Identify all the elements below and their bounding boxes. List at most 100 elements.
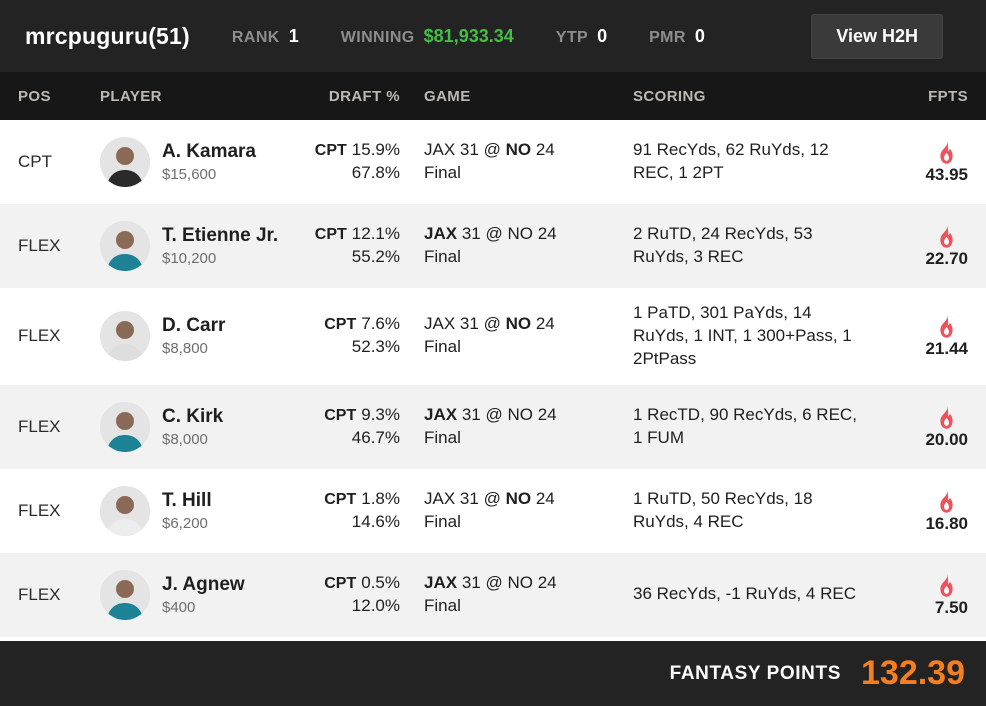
draft-pct: CPT 12.1% 55.2%: [290, 223, 400, 269]
at-symbol: @: [485, 404, 503, 424]
scoring-summary: 1 PaTD, 301 PaYds, 14 RuYds, 1 INT, 1 30…: [633, 303, 852, 368]
draft-pct-line2: 52.3%: [351, 337, 400, 357]
draft-pct-value: 7.6%: [361, 314, 400, 334]
position-label: FLEX: [18, 584, 61, 604]
draft-pct-line1: CPT 7.6%: [290, 313, 400, 336]
column-header-game: GAME: [424, 87, 471, 105]
game-score-line: JAX 31 @ NO 24: [424, 223, 623, 246]
player-row[interactable]: FLEX T. Etienne Jr. $10,200 CPT 12.1% 55.…: [0, 204, 986, 288]
game-away-score: 31: [461, 572, 481, 592]
player-silhouette-icon: [100, 401, 150, 452]
cpt-badge: CPT: [324, 574, 357, 592]
game-home-score: 24: [535, 314, 555, 334]
column-header-player: PLAYER: [100, 87, 162, 105]
player-salary: $10,200: [162, 249, 217, 267]
player-row[interactable]: FLEX J. Agnew $400 CPT 0.5% 12.0% JAX 31 …: [0, 552, 986, 637]
column-header-pos: POS: [18, 87, 51, 105]
player-info: A. Kamara $15,600: [162, 141, 290, 183]
flame-icon: [940, 488, 953, 513]
game-score-line: JAX 31 @ NO 24: [424, 404, 623, 427]
game-home-score: 24: [537, 404, 557, 424]
stat-value: 0: [694, 25, 705, 46]
game-status: Final: [424, 247, 461, 266]
stat-label: RANK: [231, 28, 280, 46]
player-info: C. Kirk $8,000: [162, 406, 290, 448]
draft-pct-line2: 55.2%: [351, 247, 400, 266]
contest-header: mrcpuguru(51) RANK 1 WINNING $81,933.34 …: [0, 0, 986, 72]
game-home-score: 24: [535, 488, 555, 508]
position-label: FLEX: [18, 326, 61, 346]
stat-item: PMR 0: [649, 26, 705, 47]
at-symbol: @: [483, 314, 501, 334]
fpts-value: 7.50: [934, 597, 968, 617]
at-symbol: @: [483, 488, 501, 508]
stat-item: RANK 1: [232, 26, 299, 47]
game-home-team: NO: [505, 140, 532, 160]
player-salary: $15,600: [162, 165, 217, 183]
draft-pct: CPT 9.3% 46.7%: [290, 404, 400, 450]
fpts-value: 20.00: [925, 429, 968, 449]
fpts-cell: 16.80: [880, 488, 968, 534]
fpts-value: 43.95: [925, 165, 968, 184]
player-row[interactable]: CPT A. Kamara $15,600 CPT 15.9% 67.8% JAX…: [0, 120, 986, 204]
column-header-fpts: FPTS: [928, 87, 968, 105]
player-salary: $8,800: [162, 340, 208, 358]
cpt-badge: CPT: [324, 406, 357, 424]
draft-pct: CPT 7.6% 52.3%: [290, 313, 400, 359]
game-info: JAX 31 @ NO 24 Final: [424, 313, 633, 359]
view-h2h-button[interactable]: View H2H: [811, 13, 943, 59]
player-silhouette-icon: [100, 221, 150, 271]
game-away-team: JAX: [424, 314, 456, 334]
game-score-line: JAX 31 @ NO 24: [424, 488, 623, 511]
player-name: A. Kamara: [162, 141, 256, 163]
player-salary: $400: [162, 598, 196, 616]
fantasy-points-label: FANTASY POINTS: [669, 662, 841, 684]
game-away-team: JAX: [424, 404, 458, 424]
draft-pct-value: 15.9%: [351, 140, 400, 160]
player-name: C. Kirk: [162, 405, 224, 427]
lineup-table-body: CPT A. Kamara $15,600 CPT 15.9% 67.8% JAX…: [0, 120, 986, 637]
scoring-summary: 91 RecYds, 62 RuYds, 12 REC, 1 2PT: [633, 140, 829, 182]
game-home-team: NO: [507, 572, 533, 592]
draft-pct-value: 9.3%: [361, 404, 400, 424]
game-away-team: JAX: [424, 488, 456, 508]
position-label: CPT: [18, 152, 52, 171]
fpts-cell: 22.70: [880, 223, 968, 269]
at-symbol: @: [485, 572, 503, 592]
fpts-cell: 20.00: [880, 404, 968, 450]
player-avatar: [100, 137, 150, 187]
game-away-score: 31: [459, 314, 479, 334]
game-home-team: NO: [505, 314, 532, 334]
fantasy-points-footer: FANTASY POINTS 132.39: [0, 641, 986, 706]
scoring-summary: 1 RuTD, 50 RecYds, 18 RuYds, 4 REC: [633, 488, 813, 531]
draft-pct-line1: CPT 15.9%: [290, 139, 400, 162]
fantasy-points-value: 132.39: [861, 654, 965, 692]
player-info: T. Etienne Jr. $10,200: [162, 225, 290, 267]
player-silhouette-icon: [100, 137, 150, 187]
game-status: Final: [424, 511, 461, 531]
player-salary: $8,000: [162, 430, 208, 448]
at-symbol: @: [485, 224, 503, 244]
game-home-score: 24: [537, 224, 557, 244]
header-stats: RANK 1 WINNING $81,933.34 YTP 0 PMR 0: [232, 26, 705, 47]
game-score-line: JAX 31 @ NO 24: [424, 572, 623, 595]
game-info: JAX 31 @ NO 24 Final: [424, 404, 633, 450]
player-row[interactable]: FLEX D. Carr $8,800 CPT 7.6% 52.3% JAX 31…: [0, 288, 986, 385]
game-home-team: NO: [507, 404, 533, 424]
stat-value: 0: [597, 25, 608, 46]
game-status: Final: [424, 427, 461, 447]
player-avatar: [100, 569, 150, 620]
fpts-value: 16.80: [925, 513, 968, 533]
game-status: Final: [424, 595, 461, 615]
player-info: D. Carr $8,800: [162, 315, 290, 357]
flame-icon: [940, 223, 953, 248]
player-salary: $6,200: [162, 514, 208, 532]
game-home-team: NO: [507, 224, 533, 244]
game-info: JAX 31 @ NO 24 Final: [424, 139, 633, 185]
table-header: POS PLAYER DRAFT % GAME SCORING FPTS: [0, 72, 986, 120]
player-row[interactable]: FLEX T. Hill $6,200 CPT 1.8% 14.6% JAX 31…: [0, 468, 986, 553]
fpts-value: 21.44: [925, 339, 968, 359]
player-row[interactable]: FLEX C. Kirk $8,000 CPT 9.3% 46.7% JAX 31…: [0, 384, 986, 469]
player-avatar: [100, 311, 150, 362]
flame-icon: [940, 313, 953, 339]
